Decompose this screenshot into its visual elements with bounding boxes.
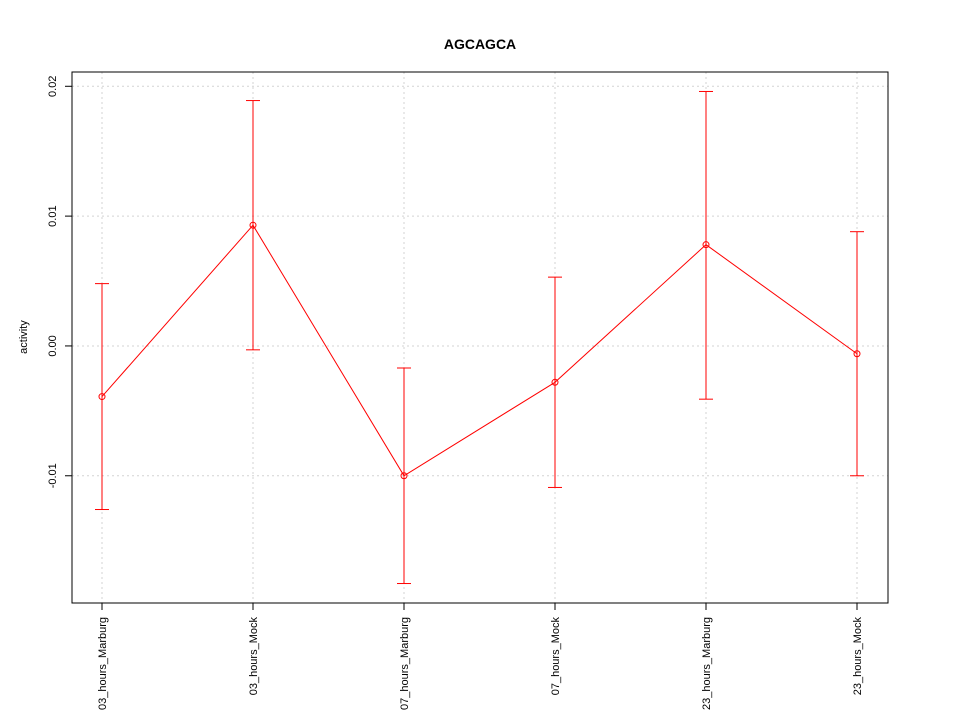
data-point xyxy=(853,350,861,358)
y-tick-label: 0.01 xyxy=(47,205,59,226)
data-point xyxy=(98,393,106,401)
x-tick-label: 03_hours_Marburg xyxy=(97,617,109,710)
data-point xyxy=(551,378,559,386)
x-tick-label: 23_hours_Marburg xyxy=(701,617,713,710)
data-point xyxy=(249,221,257,229)
chart-title: AGCAGCA xyxy=(444,36,516,52)
data-point xyxy=(702,241,710,249)
grid-layer xyxy=(72,72,888,603)
plot-frame xyxy=(71,71,889,604)
x-tick-label: 23_hours_Mock xyxy=(852,617,864,696)
data-point xyxy=(400,472,408,480)
x-tick-label: 07_hours_Marburg xyxy=(399,617,411,710)
y-tick-label: 0.00 xyxy=(47,335,59,356)
x-tick-label: 03_hours_Mock xyxy=(248,617,260,696)
axes-layer: -0.01 0.00 0.01 0.02 03_hours_Marburg 03_hour… xyxy=(47,76,864,710)
x-tick-label: 07_hours_Mock xyxy=(550,617,562,696)
y-axis-label: activity xyxy=(18,320,30,354)
series-layer xyxy=(95,90,864,585)
y-tick-label: 0.02 xyxy=(47,76,59,97)
series-line xyxy=(101,224,858,477)
y-tick-label: -0.01 xyxy=(47,463,59,488)
